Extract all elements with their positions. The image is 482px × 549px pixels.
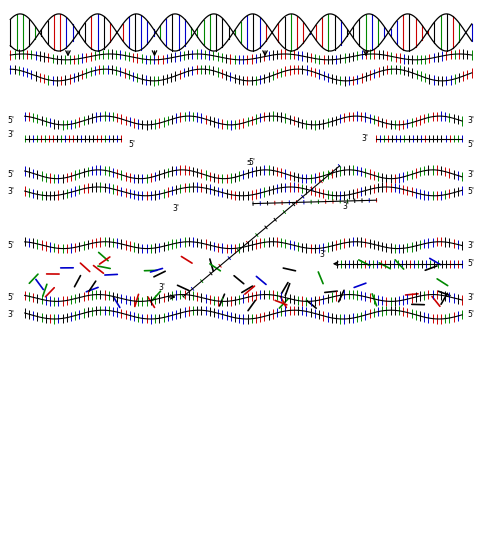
Text: 3': 3'	[468, 294, 475, 302]
Text: 3': 3'	[320, 250, 326, 259]
Text: 3': 3'	[7, 187, 14, 196]
Text: 3': 3'	[468, 170, 475, 179]
Text: 5: 5	[247, 160, 251, 166]
Text: 3': 3'	[343, 201, 350, 211]
Text: 5': 5'	[7, 294, 14, 302]
Text: 5': 5'	[468, 259, 475, 268]
Text: 3': 3'	[158, 283, 165, 292]
Text: 5': 5'	[7, 170, 14, 179]
Text: 3': 3'	[468, 240, 475, 250]
Text: 5': 5'	[468, 141, 475, 149]
Text: 3': 3'	[468, 116, 475, 125]
Text: 5': 5'	[7, 240, 14, 250]
Text: 5': 5'	[468, 187, 475, 196]
Text: 5': 5'	[248, 158, 255, 166]
Text: 3': 3'	[173, 204, 179, 214]
Text: 5': 5'	[7, 116, 14, 125]
Text: 5': 5'	[468, 310, 475, 319]
Text: 3': 3'	[362, 134, 368, 143]
Text: 3': 3'	[7, 130, 14, 139]
Text: 5': 5'	[128, 140, 135, 149]
Text: 3': 3'	[7, 310, 14, 319]
